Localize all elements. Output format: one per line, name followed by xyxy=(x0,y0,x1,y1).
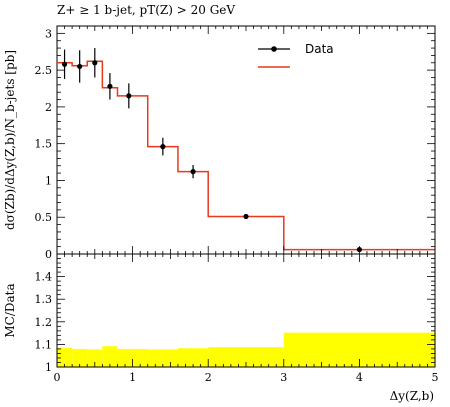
ratio-band-bin xyxy=(102,346,118,367)
ratio-y-tick-label: 1.3 xyxy=(35,293,53,306)
ratio-y-tick-label: 1.1 xyxy=(35,338,53,351)
main-plot-frame xyxy=(56,25,436,255)
x-tick-label: 3 xyxy=(280,371,287,384)
data-point xyxy=(77,63,83,70)
main-plot: 0 0.5 1 1.5 2 2.5 3 xyxy=(35,25,436,261)
legend: Data xyxy=(258,42,334,68)
ratio-plot: 0 1 2 3 4 511.11.21.31.4 xyxy=(35,26,439,384)
data-point xyxy=(126,93,132,99)
main-y-tick-label: 1.5 xyxy=(35,138,53,151)
x-tick-label: 2 xyxy=(205,371,212,384)
x-tick-label: 5 xyxy=(432,371,439,384)
legend-entry-data: Data xyxy=(305,42,334,56)
data-point xyxy=(190,169,196,175)
legend-data-marker xyxy=(271,46,277,52)
main-y-tick-label: 1 xyxy=(45,174,52,187)
ratio-y-tick-label: 1 xyxy=(45,361,52,374)
main-y-tick-label: 2 xyxy=(45,101,52,114)
x-tick-label: 4 xyxy=(356,371,363,384)
ratio-y-tick-label: 1.4 xyxy=(35,271,53,284)
ratio-band-bin xyxy=(72,348,88,367)
ratio-band-bin xyxy=(87,349,103,367)
mc-histogram-line xyxy=(57,60,435,251)
ratio-band-bin xyxy=(208,347,284,367)
ratio-band-bin xyxy=(117,348,148,367)
main-y-tick-label: 2.5 xyxy=(35,64,53,77)
x-tick-label: 0 xyxy=(54,371,61,384)
data-point xyxy=(160,144,166,150)
data-point xyxy=(107,83,113,89)
main-y-tick-label: 3 xyxy=(45,27,52,40)
main-y-axis-label: dσ(Zb)/dΔy(Z,b)/N_b-jets [pb] xyxy=(3,50,17,230)
data-point xyxy=(92,60,98,66)
chart-title: Z+ ≥ 1 b-jet, pT(Z) > 20 GeV xyxy=(57,3,235,17)
ratio-y-axis-label: MC/Data xyxy=(3,283,17,337)
x-tick-label: 1 xyxy=(129,371,136,384)
data-point xyxy=(61,61,68,67)
main-y-tick-label: 0 xyxy=(45,248,52,261)
x-axis-label: Δy(Z,b) xyxy=(390,389,434,403)
ratio-y-tick-label: 1.2 xyxy=(35,316,53,329)
ratio-band-bin xyxy=(177,348,209,367)
main-y-tick-label: 0.5 xyxy=(35,211,53,224)
data-point xyxy=(243,213,249,220)
